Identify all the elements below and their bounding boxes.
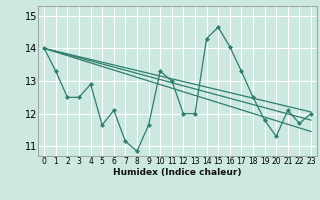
X-axis label: Humidex (Indice chaleur): Humidex (Indice chaleur) [113,168,242,177]
